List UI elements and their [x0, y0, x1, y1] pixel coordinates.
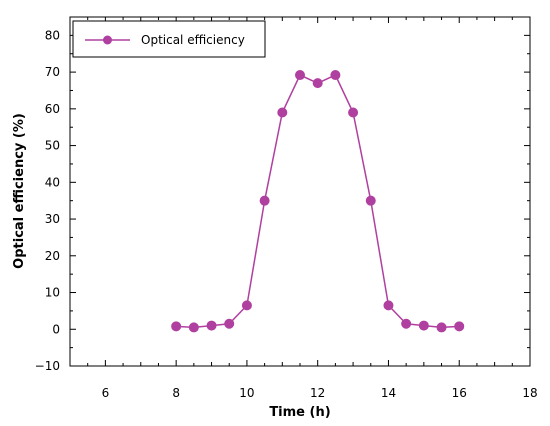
data-point — [188, 322, 199, 333]
series-layer — [171, 70, 465, 333]
data-point — [436, 322, 447, 333]
x-tick-label: 10 — [239, 386, 254, 400]
legend-label: Optical efficiency — [141, 33, 245, 47]
y-tick-label: 10 — [45, 286, 60, 300]
data-point — [365, 195, 376, 206]
data-point — [401, 318, 412, 329]
data-point — [241, 300, 252, 311]
data-point — [295, 70, 305, 81]
data-point — [312, 78, 323, 89]
x-axis-title: Time (h) — [269, 405, 330, 420]
plot-frame — [69, 16, 531, 367]
data-point — [259, 195, 270, 206]
legend-marker — [103, 35, 112, 45]
data-point — [171, 321, 182, 332]
series-line — [176, 74, 460, 329]
y-tick-label: 0 — [52, 322, 60, 336]
legend: Optical efficiency — [72, 20, 266, 58]
y-tick-label: 80 — [45, 28, 60, 42]
x-tick-label: 14 — [381, 386, 396, 400]
y-tick-label: −10 — [35, 359, 60, 373]
axis-ticks — [69, 16, 531, 367]
data-point — [330, 70, 341, 81]
x-tick-label: 6 — [102, 386, 110, 400]
data-point — [383, 300, 394, 311]
y-tick-label: 70 — [45, 65, 60, 79]
y-tick-label: 40 — [45, 175, 60, 189]
data-point — [418, 320, 429, 331]
data-point — [454, 321, 465, 332]
data-point — [348, 107, 359, 118]
tick-labels: 6 8 10 12 14 16 18 −10 0 10 20 30 40 50 60 70 80 — [35, 28, 538, 400]
data-point — [206, 320, 217, 331]
x-tick-label: 12 — [310, 386, 325, 400]
data-point — [277, 107, 288, 118]
y-axis-title: Optical efficiency (%) — [12, 113, 27, 269]
x-tick-label: 18 — [522, 386, 537, 400]
y-tick-label: 20 — [45, 249, 60, 263]
y-tick-label: 50 — [45, 139, 60, 153]
x-tick-label: 16 — [452, 386, 467, 400]
data-point — [224, 318, 235, 329]
y-tick-label: 30 — [45, 212, 60, 226]
x-tick-label: 8 — [172, 386, 180, 400]
y-tick-label: 60 — [45, 102, 60, 116]
